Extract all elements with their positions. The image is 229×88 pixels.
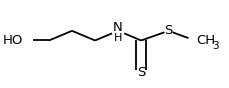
- Text: S: S: [136, 66, 145, 79]
- Text: H: H: [113, 33, 122, 43]
- Text: HO: HO: [2, 34, 22, 47]
- Text: N: N: [113, 21, 123, 34]
- Text: S: S: [164, 24, 172, 37]
- Text: CH: CH: [195, 34, 214, 47]
- Text: 3: 3: [212, 41, 218, 51]
